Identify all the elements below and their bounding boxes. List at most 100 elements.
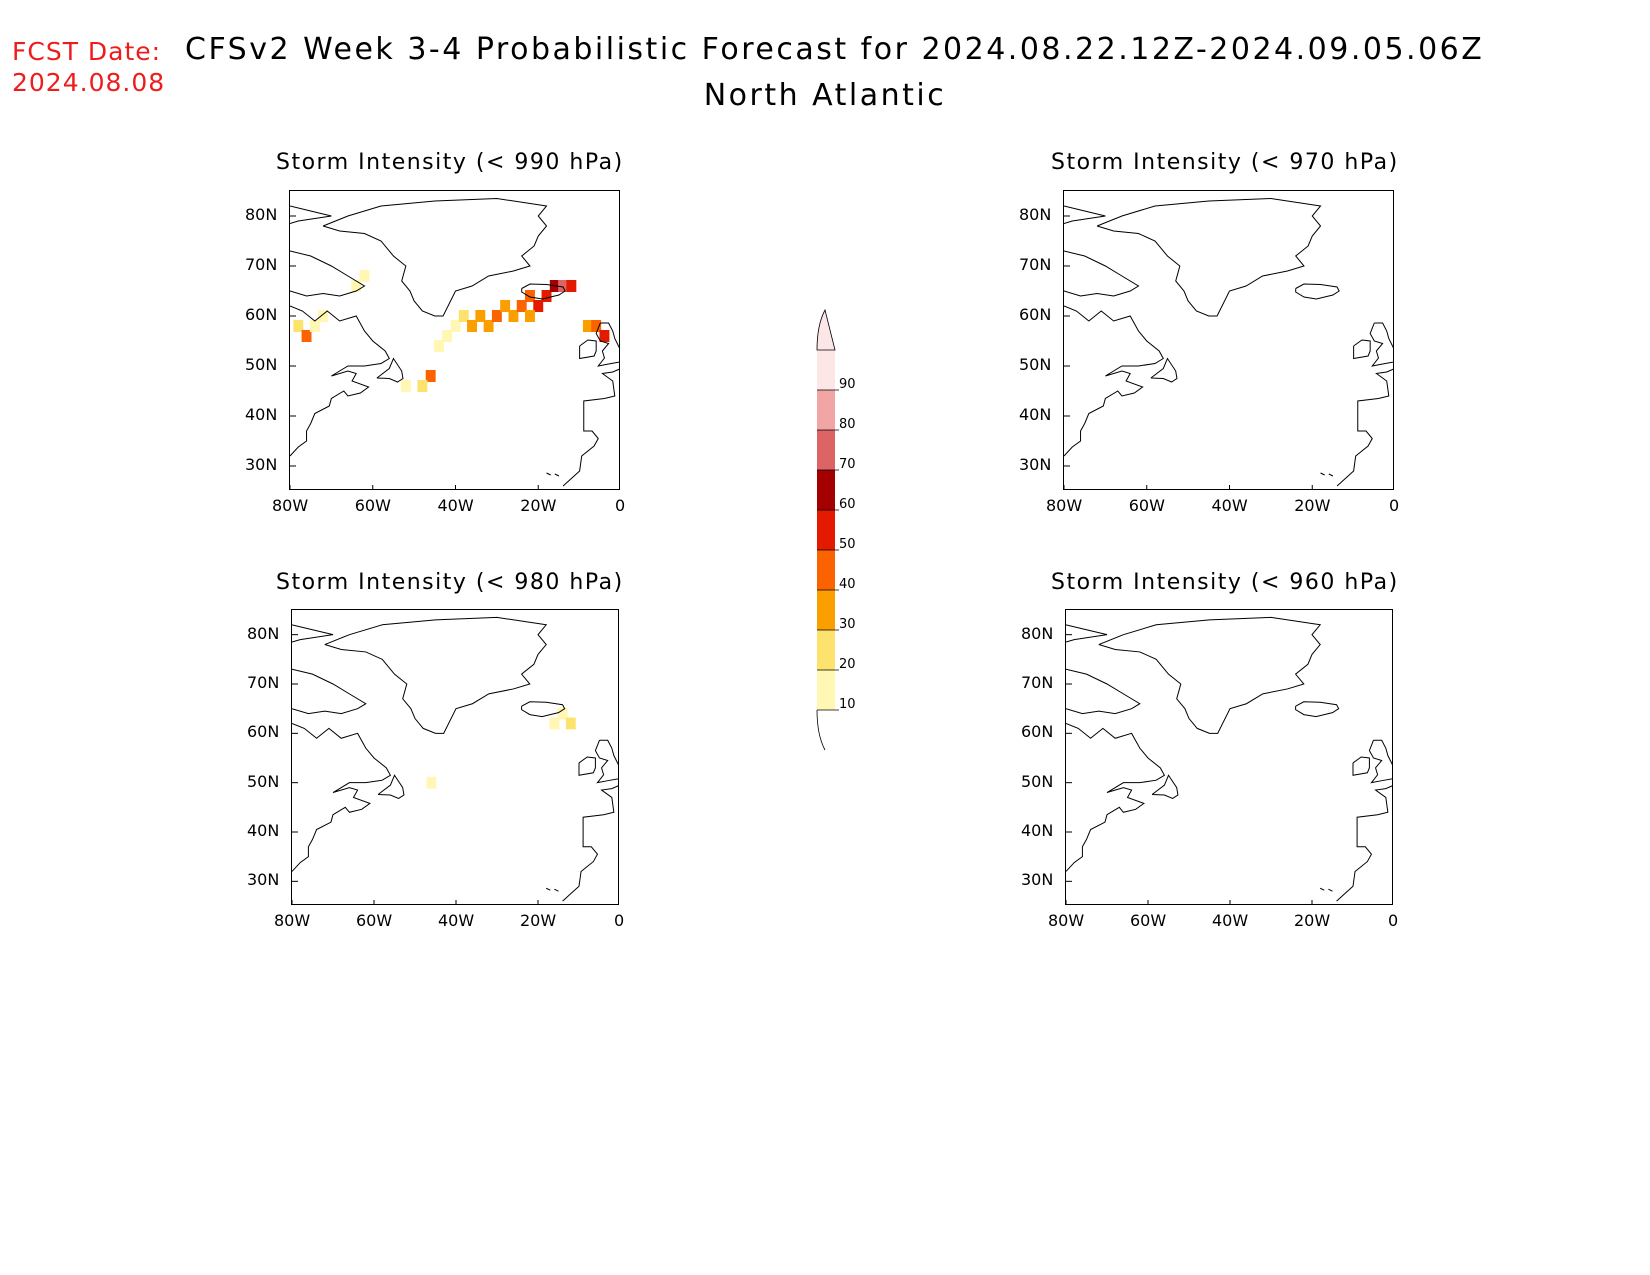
probability-cell xyxy=(442,330,453,342)
lon-label: 40W xyxy=(438,911,475,930)
coastline xyxy=(1328,888,1333,892)
coastline xyxy=(292,723,392,872)
lon-label: 80W xyxy=(1048,911,1085,930)
lat-label: 40N xyxy=(1019,405,1052,424)
coastline xyxy=(324,616,548,734)
probability-cell xyxy=(425,370,436,382)
forecast-date-label: FCST Date: xyxy=(12,37,162,66)
forecast-date-block: FCST Date: 2024.08.08 xyxy=(12,36,165,98)
panel-title-p970: Storm Intensity (< 970 hPa) xyxy=(1051,150,1399,175)
colorbar-swatch xyxy=(817,390,835,430)
lon-label: 0 xyxy=(1388,911,1399,930)
lat-label: 50N xyxy=(247,771,280,791)
colorbar-label: 60 xyxy=(839,497,856,512)
lon-label: 20W xyxy=(1294,911,1331,930)
colorbar-label: 20 xyxy=(839,657,856,672)
coastline xyxy=(1066,668,1141,715)
lon-label: 20W xyxy=(520,496,557,515)
lon-label: 0 xyxy=(1389,496,1400,515)
probability-cell xyxy=(582,320,593,332)
coastline xyxy=(546,472,551,476)
colorbar-swatch xyxy=(817,670,835,710)
coastline xyxy=(1352,756,1370,776)
probability-cell xyxy=(301,330,312,342)
coastline xyxy=(1096,197,1322,317)
probability-cell xyxy=(458,310,469,322)
probability-cell xyxy=(525,290,535,302)
lat-label: 80N xyxy=(1021,623,1054,643)
lat-label: 40N xyxy=(1021,821,1054,840)
coastline xyxy=(562,368,619,487)
colorbar-label: 10 xyxy=(839,697,856,712)
page-subtitle: North Atlantic xyxy=(703,78,947,113)
lon-label: 20W xyxy=(520,911,557,930)
lon-label: 80W xyxy=(1046,496,1083,515)
coastline xyxy=(1066,624,1108,643)
probability-cell xyxy=(426,776,437,789)
coastline xyxy=(1150,357,1178,383)
lat-label: 70N xyxy=(1021,673,1054,692)
lat-label: 50N xyxy=(245,355,278,374)
lat-label: 80N xyxy=(247,623,280,643)
lon-label: 60W xyxy=(356,911,393,930)
coastline xyxy=(562,785,618,902)
coastline xyxy=(1336,368,1393,487)
coastline xyxy=(290,205,332,224)
coastline xyxy=(1064,205,1106,224)
lon-label: 80W xyxy=(274,911,311,930)
probability-cell xyxy=(599,330,610,342)
coastline xyxy=(545,887,551,891)
lon-label: 40W xyxy=(1212,911,1249,930)
lat-label: 30N xyxy=(1019,455,1052,474)
probability-cell xyxy=(318,310,329,322)
probability-cell xyxy=(351,280,362,292)
coastline xyxy=(1064,250,1140,297)
colorbar-swatch xyxy=(817,550,835,590)
page-title: CFSv2 Week 3-4 Probabilistic Forecast fo… xyxy=(185,32,1485,67)
lat-label: 30N xyxy=(245,455,278,474)
colorbar-bottom-cap xyxy=(816,709,826,751)
colorbar-swatch xyxy=(817,590,835,630)
coastline xyxy=(377,774,405,800)
coastline xyxy=(1064,305,1164,457)
panel-title-p980: Storm Intensity (< 980 hPa) xyxy=(276,570,624,595)
lat-label: 70N xyxy=(245,255,278,274)
coastline xyxy=(554,888,559,892)
coastline xyxy=(1328,473,1334,477)
colorbar-swatch xyxy=(817,430,835,470)
coastline xyxy=(595,322,619,367)
colorbar-label: 90 xyxy=(839,377,856,392)
coastline xyxy=(1295,283,1340,300)
coastline xyxy=(1368,739,1392,784)
coastline xyxy=(554,473,560,477)
coastline xyxy=(1336,785,1392,902)
colorbar-swatch xyxy=(817,510,835,550)
lon-label: 0 xyxy=(614,911,625,930)
lon-label: 40W xyxy=(437,496,474,515)
lon-label: 20W xyxy=(1294,496,1331,515)
forecast-date-value: 2024.08.08 xyxy=(12,68,166,97)
probability-cell xyxy=(475,310,486,322)
coastline xyxy=(594,739,618,784)
lat-label: 40N xyxy=(245,405,278,424)
colorbar-label: 80 xyxy=(839,417,856,432)
coastline xyxy=(292,624,334,643)
colorbar-label: 30 xyxy=(839,617,856,632)
coastline xyxy=(1295,701,1340,718)
colorbar-top-cap xyxy=(816,308,836,351)
probability-cell xyxy=(557,707,568,720)
colorbar-label: 70 xyxy=(839,457,856,472)
probability-cell xyxy=(359,270,370,282)
panel-title-p990: Storm Intensity (< 990 hPa) xyxy=(276,150,624,175)
probability-cell xyxy=(525,310,535,322)
probability-cell xyxy=(565,717,576,730)
lon-label: 80W xyxy=(272,496,309,515)
lat-label: 40N xyxy=(247,821,280,840)
probability-cell xyxy=(433,340,444,352)
coastline xyxy=(521,283,566,300)
coastline xyxy=(579,339,597,360)
probability-cell xyxy=(500,300,511,312)
map-p980 xyxy=(291,609,619,905)
lat-label: 80N xyxy=(1019,205,1052,224)
coastline xyxy=(1151,774,1179,800)
